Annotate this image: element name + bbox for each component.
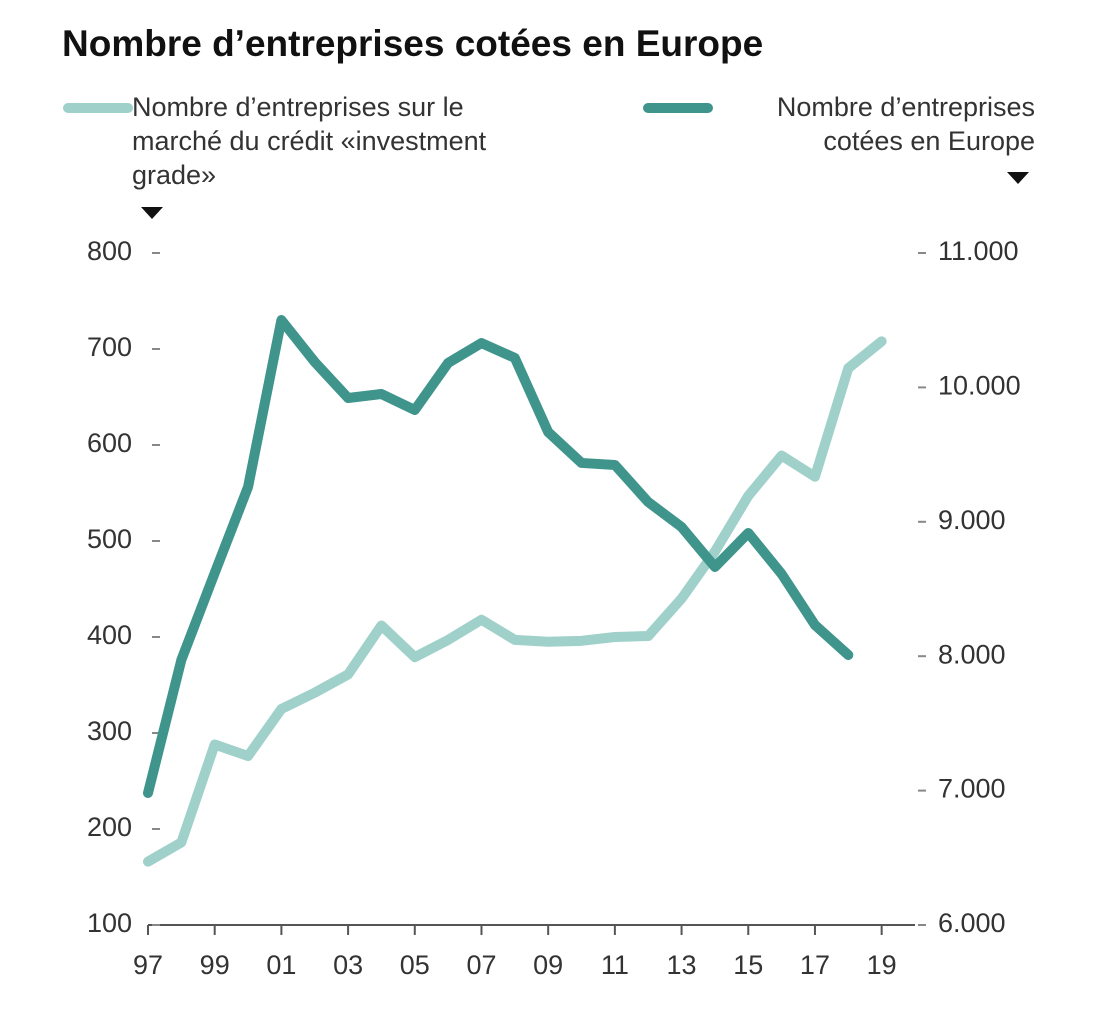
- x-tick-label: 97: [133, 950, 163, 980]
- x-tick-label: 07: [466, 950, 496, 980]
- x-tick-label: 19: [867, 950, 897, 980]
- x-tick-label: 01: [266, 950, 296, 980]
- y2-tick-label: 8.000: [938, 639, 1006, 669]
- y-tick-label: 200: [87, 812, 132, 842]
- y-tick-label: 700: [87, 332, 132, 362]
- y2-tick-label: 10.000: [938, 371, 1021, 401]
- axis-pointer: [141, 207, 163, 219]
- x-tick-label: 15: [733, 950, 763, 980]
- axis-pointer: [1007, 172, 1029, 184]
- chart-title: Nombre d’entreprises cotées en Europe: [62, 23, 763, 64]
- y2-tick-label: 7.000: [938, 774, 1006, 804]
- legend-entry: Nombre d’entreprises cotées en Europe: [776, 92, 1035, 156]
- x-tick-label: 09: [533, 950, 563, 980]
- y2-tick-label: 9.000: [938, 505, 1006, 535]
- y-tick-label: 500: [87, 524, 132, 554]
- y2-tick-label: 6.000: [938, 908, 1006, 938]
- y2-tick-label: 11.000: [938, 236, 1019, 266]
- x-tick-label: 11: [601, 950, 629, 980]
- series-line: [143, 315, 854, 799]
- x-tick-label: 03: [333, 950, 363, 980]
- y-tick-label: 600: [87, 428, 132, 458]
- x-tick-label: 17: [800, 950, 830, 980]
- y-tick-label: 300: [87, 716, 132, 746]
- y-tick-label: 100: [87, 908, 132, 938]
- x-tick-label: 99: [200, 950, 230, 980]
- x-tick-label: 05: [400, 950, 430, 980]
- x-tick-label: 13: [667, 950, 697, 980]
- y-tick-label: 800: [87, 236, 132, 266]
- y-tick-label: 400: [87, 620, 132, 650]
- series-line: [143, 336, 887, 867]
- legend-entry: Nombre d’entreprises sur le marché du cr…: [132, 92, 487, 190]
